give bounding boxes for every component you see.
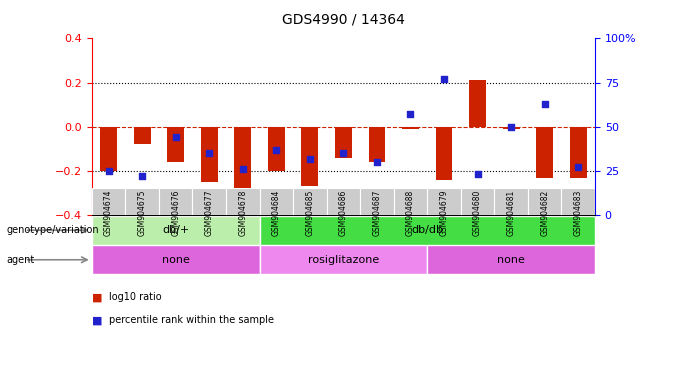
Bar (394, 188, 427, 215)
Text: GSM904674: GSM904674 (104, 190, 113, 236)
Bar (528, 188, 562, 215)
Text: GSM904686: GSM904686 (339, 190, 348, 236)
Bar (494, 188, 528, 215)
Bar (461, 188, 494, 215)
Bar (469, 80, 486, 127)
Text: GSM904676: GSM904676 (171, 190, 180, 236)
Bar (134, 127, 150, 144)
Text: GSM904684: GSM904684 (272, 190, 281, 236)
Text: GSM904681: GSM904681 (507, 190, 515, 236)
Point (271, 147, 282, 153)
Text: none: none (497, 255, 525, 265)
Text: ■: ■ (92, 292, 106, 302)
Text: GSM904688: GSM904688 (406, 190, 415, 236)
Text: GSM904687: GSM904687 (373, 190, 381, 236)
Point (472, 171, 483, 177)
Bar (167, 127, 184, 162)
Point (405, 111, 416, 118)
Bar (369, 127, 386, 162)
Bar (260, 216, 595, 245)
Bar (192, 188, 226, 215)
Bar (326, 188, 360, 215)
Text: GSM904682: GSM904682 (540, 190, 549, 236)
Bar (427, 245, 595, 274)
Text: GDS4990 / 14364: GDS4990 / 14364 (282, 13, 405, 27)
Point (439, 76, 449, 82)
Bar (235, 127, 251, 210)
Text: GSM904680: GSM904680 (473, 190, 482, 236)
Text: GSM904679: GSM904679 (439, 190, 449, 236)
Bar (360, 188, 394, 215)
Bar (268, 127, 285, 171)
Text: GSM904675: GSM904675 (137, 190, 147, 236)
Bar (201, 127, 218, 182)
Text: GSM904677: GSM904677 (205, 190, 214, 236)
Point (539, 101, 550, 107)
Text: agent: agent (7, 255, 35, 265)
Text: GSM904685: GSM904685 (305, 190, 314, 236)
Point (170, 134, 181, 141)
Bar (92, 216, 260, 245)
Bar (402, 127, 419, 129)
Point (305, 156, 316, 162)
Bar (293, 188, 326, 215)
Bar (427, 188, 461, 215)
Point (237, 166, 248, 172)
Point (506, 124, 517, 130)
Bar (562, 188, 595, 215)
Text: ■: ■ (92, 315, 106, 325)
Text: GSM904678: GSM904678 (238, 190, 248, 236)
Bar (335, 127, 352, 157)
Bar (260, 245, 427, 274)
Text: db/db: db/db (411, 225, 443, 235)
Bar (125, 188, 159, 215)
Text: GSM904683: GSM904683 (574, 190, 583, 236)
Point (103, 168, 114, 174)
Text: percentile rank within the sample: percentile rank within the sample (109, 315, 274, 325)
Bar (503, 127, 520, 129)
Point (371, 159, 382, 165)
Text: rosiglitazone: rosiglitazone (308, 255, 379, 265)
Bar (159, 188, 192, 215)
Point (338, 150, 349, 156)
Text: none: none (162, 255, 190, 265)
Bar (92, 188, 125, 215)
Bar (226, 188, 260, 215)
Point (137, 173, 148, 179)
Bar (100, 127, 117, 171)
Bar (537, 127, 553, 177)
Text: log10 ratio: log10 ratio (109, 292, 161, 302)
Point (573, 164, 583, 170)
Bar (260, 188, 293, 215)
Bar (570, 127, 587, 177)
Text: db/+: db/+ (162, 225, 189, 235)
Text: genotype/variation: genotype/variation (7, 225, 99, 235)
Point (204, 150, 215, 156)
Bar (92, 245, 260, 274)
Bar (301, 127, 318, 186)
Bar (436, 127, 452, 180)
